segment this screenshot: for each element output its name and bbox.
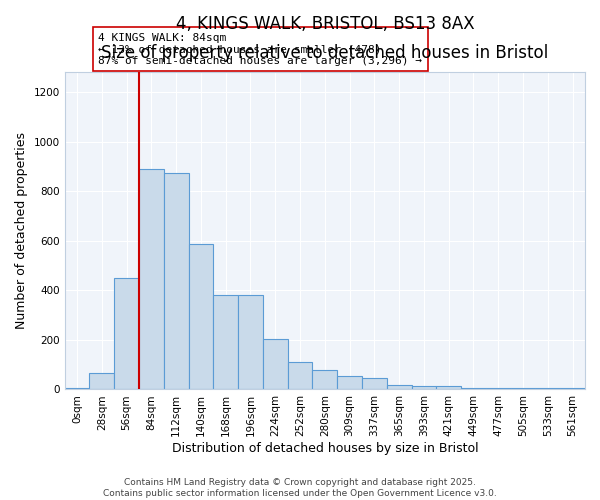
Bar bbox=[263, 338, 287, 390]
Bar bbox=[362, 378, 387, 390]
X-axis label: Distribution of detached houses by size in Bristol: Distribution of detached houses by size … bbox=[172, 442, 478, 455]
Bar bbox=[560, 388, 585, 390]
Y-axis label: Number of detached properties: Number of detached properties bbox=[15, 132, 28, 330]
Bar bbox=[535, 388, 560, 390]
Bar bbox=[65, 388, 89, 390]
Bar bbox=[387, 385, 412, 390]
Bar bbox=[337, 376, 362, 390]
Bar bbox=[139, 169, 164, 390]
Bar bbox=[313, 370, 337, 390]
Text: 4 KINGS WALK: 84sqm
← 13% of detached houses are smaller (478)
87% of semi-detac: 4 KINGS WALK: 84sqm ← 13% of detached ho… bbox=[98, 32, 422, 66]
Bar bbox=[436, 386, 461, 390]
Bar bbox=[486, 388, 511, 390]
Bar bbox=[89, 374, 114, 390]
Bar bbox=[114, 278, 139, 390]
Bar bbox=[214, 295, 238, 390]
Text: Contains HM Land Registry data © Crown copyright and database right 2025.
Contai: Contains HM Land Registry data © Crown c… bbox=[103, 478, 497, 498]
Bar bbox=[412, 386, 436, 390]
Title: 4, KINGS WALK, BRISTOL, BS13 8AX
Size of property relative to detached houses in: 4, KINGS WALK, BRISTOL, BS13 8AX Size of… bbox=[101, 15, 548, 62]
Bar bbox=[164, 172, 188, 390]
Bar bbox=[461, 388, 486, 390]
Bar bbox=[238, 295, 263, 390]
Bar bbox=[188, 244, 214, 390]
Bar bbox=[287, 362, 313, 390]
Bar bbox=[511, 388, 535, 390]
